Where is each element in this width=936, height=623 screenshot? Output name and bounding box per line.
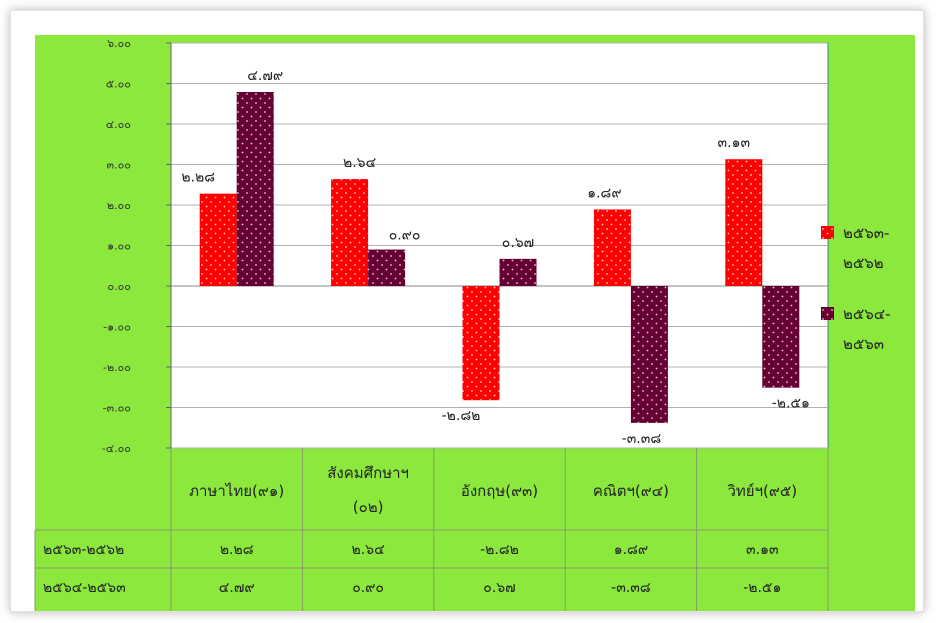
y-tick-label: ๑.๐๐ bbox=[107, 240, 131, 253]
data-label: -๓.๓๘ bbox=[622, 431, 661, 447]
bars bbox=[199, 92, 800, 423]
bar-pattern bbox=[593, 209, 631, 286]
bar-pattern bbox=[368, 249, 406, 286]
data-label: ๒.๒๘ bbox=[181, 170, 215, 186]
legend-label: ๒๕๖๓- bbox=[843, 224, 889, 242]
y-tick-label: -๓.๐๐ bbox=[103, 402, 131, 415]
table-cell: ๐.๖๗ bbox=[483, 580, 515, 596]
table-cell: ๒.๒๘ bbox=[220, 542, 254, 558]
y-tick-label: ๒.๐๐ bbox=[107, 199, 131, 212]
category-label: คณิตฯ(๙๔) bbox=[593, 482, 669, 500]
table-row-label: ๒๕๖๓-๒๕๖๒ bbox=[43, 542, 124, 558]
category-label: วิทย์ฯ(๙๕) bbox=[727, 482, 797, 500]
data-label: ๓.๑๓ bbox=[718, 135, 750, 151]
y-tick-label: ๕.๐๐ bbox=[106, 78, 131, 91]
data-label: ๑.๘๙ bbox=[587, 185, 621, 201]
bar-pattern bbox=[762, 286, 800, 388]
y-axis-ticks: ๖.๐๐๕.๐๐๔.๐๐๓.๐๐๒.๐๐๑.๐๐๐.๐๐ -๑.๐๐ -๒.๐๐ -๓… bbox=[102, 37, 172, 455]
table-cell: ๑.๘๙ bbox=[614, 542, 648, 558]
table-cell: ๒.๖๔ bbox=[352, 542, 385, 558]
data-table: ภาษาไทย(๙๑) สังคมศึกษาฯ (๐๒) อังกฤษ(๙๓) คณิต… bbox=[34, 448, 829, 611]
table-cell: -๒.๘๒ bbox=[480, 542, 519, 558]
legend-label: ๒๕๖๔- bbox=[843, 305, 891, 323]
legend-label: ๒๕๖๓ bbox=[843, 335, 884, 353]
y-tick-label: -๒.๐๐ bbox=[103, 361, 131, 374]
data-labels: ๒.๒๘ ๒.๖๔ -๒.๘๒ ๑.๘๙ ๓.๑๓ ๔.๗๙๐.๙๐ ๐.๖๗ -๓.๓๘ -๒… bbox=[181, 68, 810, 447]
bar-pattern bbox=[331, 179, 369, 286]
table-cell: -๒.๕๑ bbox=[743, 580, 781, 596]
chart-frame: ๖.๐๐๕.๐๐๔.๐๐๓.๐๐๒.๐๐๑.๐๐๐.๐๐ -๑.๐๐ -๒.๐๐ -๓… bbox=[10, 10, 924, 612]
bar-pattern bbox=[462, 286, 500, 401]
bar-pattern bbox=[199, 193, 237, 286]
category-label: ภาษาไทย(๙๑) bbox=[189, 482, 284, 500]
y-tick-label: ๓.๐๐ bbox=[107, 159, 131, 172]
bar-pattern bbox=[630, 286, 668, 423]
category-label: อังกฤษ(๙๓) bbox=[461, 482, 538, 500]
y-tick-label: ๐.๐๐ bbox=[107, 280, 131, 293]
data-label: ๒.๖๔ bbox=[343, 155, 376, 171]
y-tick-label: -๔.๐๐ bbox=[102, 442, 131, 455]
table-cell: ๐.๙๐ bbox=[352, 580, 384, 596]
bar-pattern bbox=[236, 92, 274, 286]
data-label: ๔.๗๙ bbox=[247, 68, 283, 84]
category-label: (๐๒) bbox=[353, 498, 384, 516]
table-cell: -๓.๓๘ bbox=[611, 580, 650, 596]
data-label: -๒.๕๑ bbox=[772, 396, 810, 412]
table-cell: ๔.๗๙ bbox=[219, 580, 255, 596]
legend-label: ๒๕๖๒ bbox=[843, 254, 884, 272]
data-label: -๒.๘๒ bbox=[442, 408, 481, 424]
bar-chart: ๖.๐๐๕.๐๐๔.๐๐๓.๐๐๒.๐๐๑.๐๐๐.๐๐ -๑.๐๐ -๒.๐๐ -๓… bbox=[34, 35, 915, 611]
data-label: ๐.๙๐ bbox=[389, 228, 421, 244]
y-tick-label: ๖.๐๐ bbox=[107, 37, 131, 50]
table-row-label: ๒๕๖๔-๒๕๖๓ bbox=[43, 580, 126, 596]
legend-swatch-pattern bbox=[821, 226, 834, 239]
category-label: สังคมศึกษาฯ bbox=[327, 464, 409, 482]
bar-pattern bbox=[725, 159, 763, 286]
data-label: ๐.๖๗ bbox=[502, 235, 534, 251]
y-tick-label: ๔.๐๐ bbox=[106, 118, 131, 131]
bar-pattern bbox=[499, 258, 537, 286]
y-tick-label: -๑.๐๐ bbox=[103, 321, 131, 334]
table-cell: ๓.๑๓ bbox=[746, 542, 778, 558]
legend-swatch-pattern bbox=[821, 307, 834, 320]
